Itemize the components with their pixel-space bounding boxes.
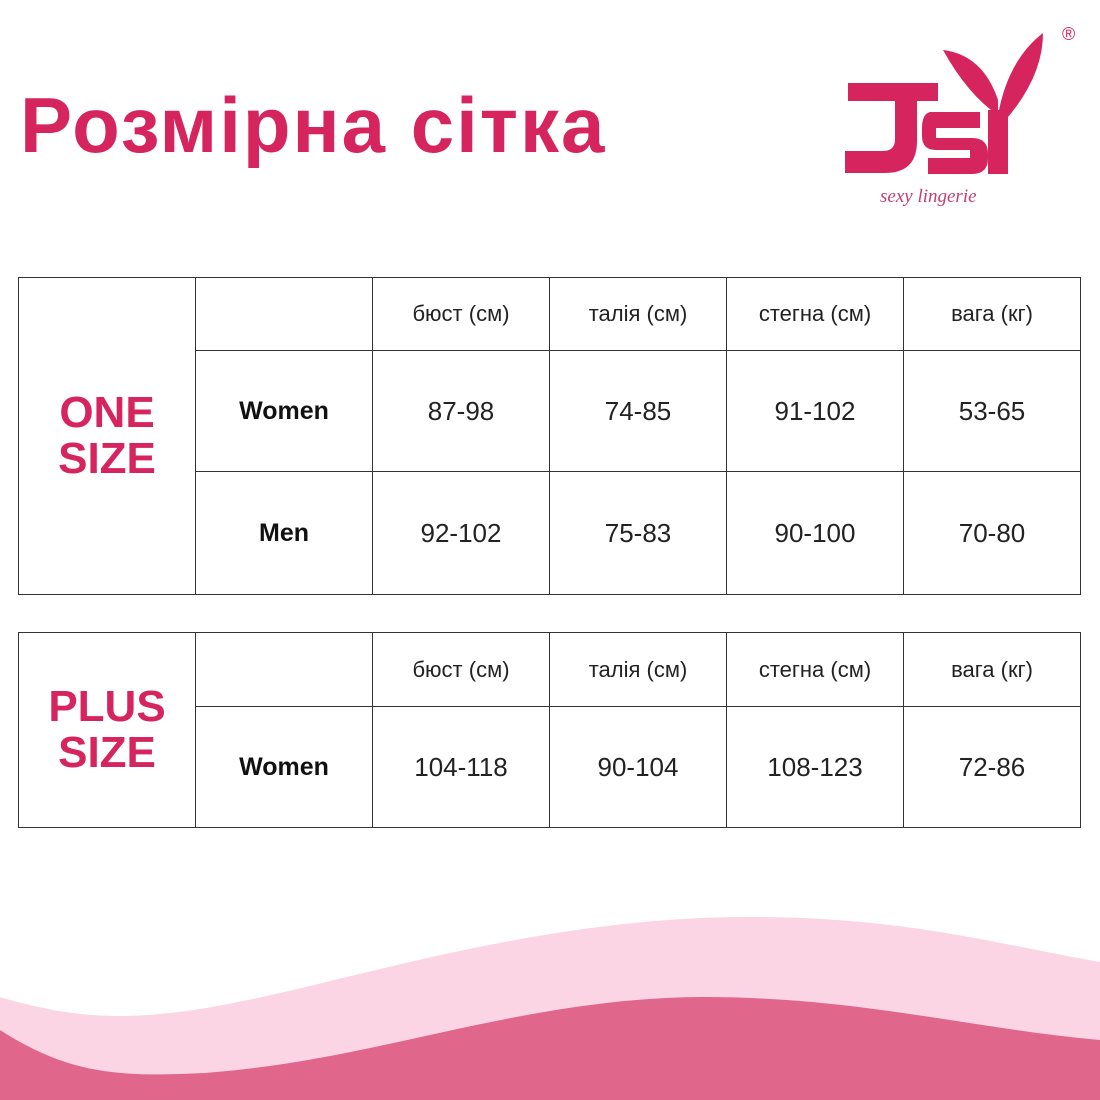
column-header: талія (см): [549, 277, 727, 351]
logo-tagline: sexy lingerie: [880, 186, 977, 207]
plus-size-label: PLUS SIZE: [18, 632, 196, 828]
column-header: бюст (см): [372, 632, 550, 707]
cell: 108-123: [726, 706, 904, 828]
cell: 74-85: [549, 350, 727, 472]
wave-dark: [0, 997, 1100, 1100]
cell: 90-104: [549, 706, 727, 828]
empty-header-cell: [195, 277, 373, 351]
table-row: Men 92-102 75-83 90-100 70-80: [19, 471, 1081, 595]
column-header: стегна (см): [726, 632, 904, 707]
column-header: стегна (см): [726, 277, 904, 351]
row-label: Men: [195, 471, 373, 595]
empty-header-cell: [195, 632, 373, 707]
cell: 90-100: [726, 471, 904, 595]
cell: 91-102: [726, 350, 904, 472]
page-title: Розмірна сітка: [20, 81, 607, 169]
cell: 72-86: [903, 706, 1081, 828]
brand-logo: ® sexy lingerie: [845, 24, 1075, 207]
cell: 87-98: [372, 350, 550, 472]
row-label: Women: [195, 350, 373, 472]
table-row: Women 104-118 90-104 108-123 72-86: [19, 706, 1081, 828]
row-label: Women: [195, 706, 373, 828]
cell: 104-118: [372, 706, 550, 828]
decorative-waves: [0, 916, 1100, 1100]
plus-size-table: PLUS SIZE бюст (см) талія (см) стегна (см…: [18, 632, 1081, 828]
one-size-label: ONE SIZE: [18, 277, 196, 595]
column-header: талія (см): [549, 632, 727, 707]
column-header: бюст (см): [372, 277, 550, 351]
registered-mark: ®: [1062, 24, 1075, 44]
cell: 70-80: [903, 471, 1081, 595]
cell: 75-83: [549, 471, 727, 595]
column-header: вага (кг): [903, 632, 1081, 707]
one-size-table: ONE SIZE бюст (см) талія (см) стегна (см)…: [18, 277, 1081, 595]
cell: 53-65: [903, 350, 1081, 472]
cell: 92-102: [372, 471, 550, 595]
column-header: вага (кг): [903, 277, 1081, 351]
